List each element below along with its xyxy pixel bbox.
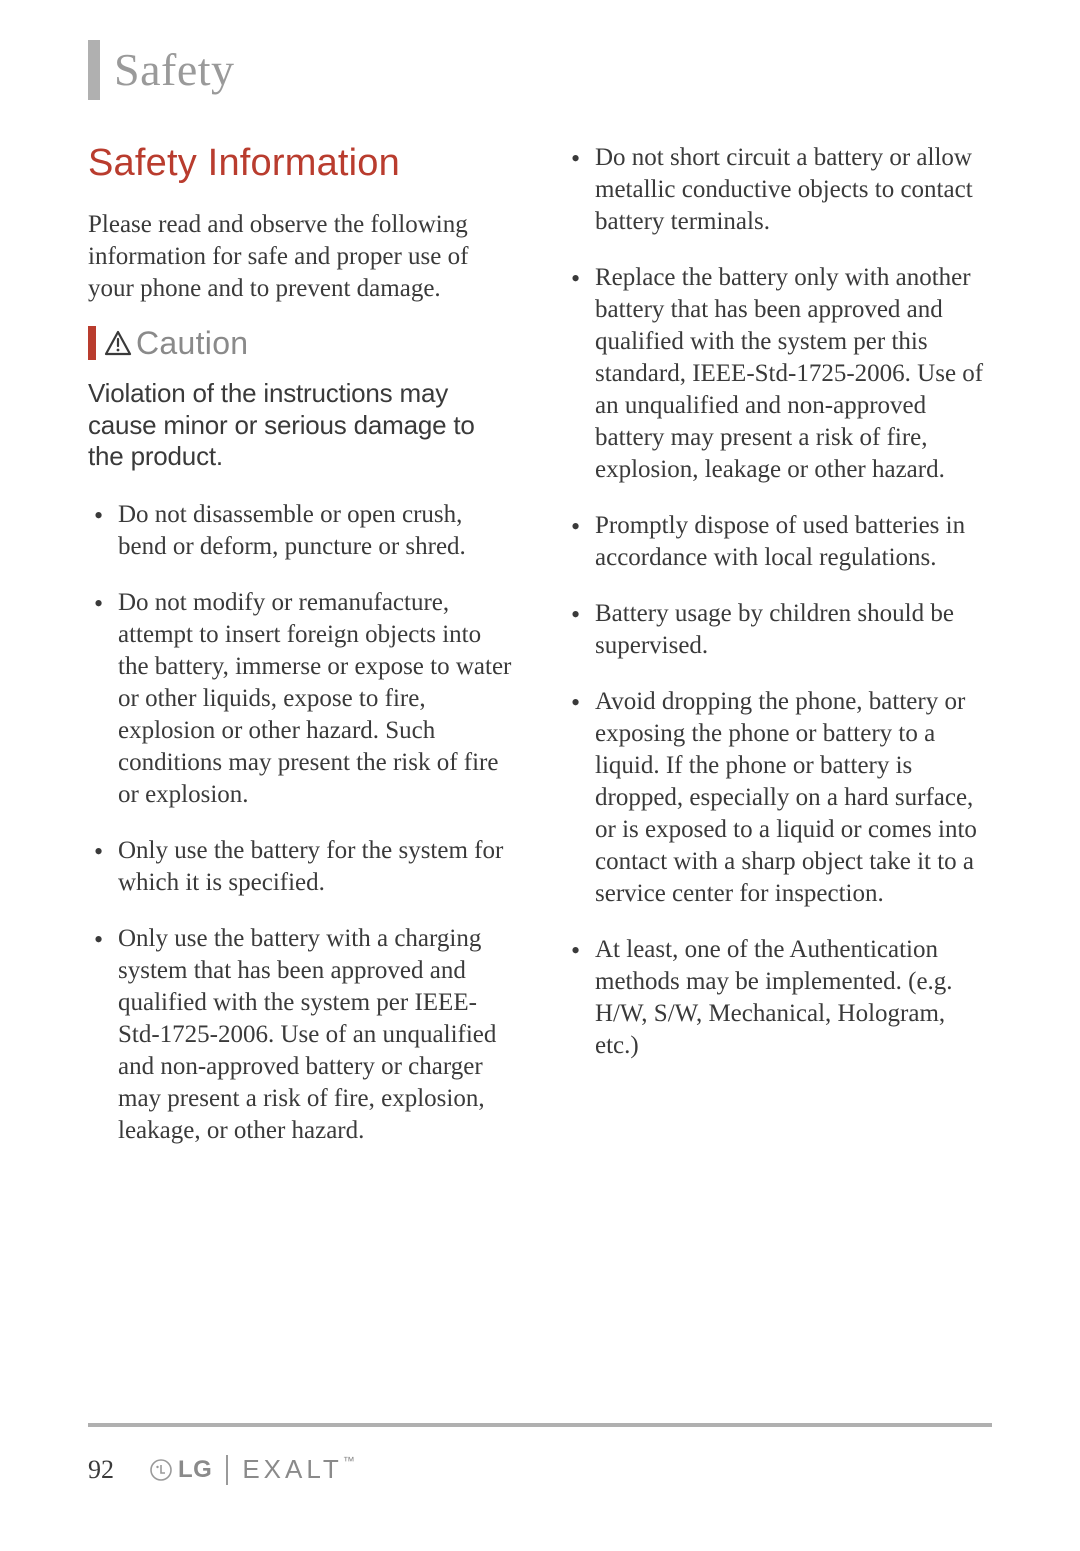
list-item: Promptly dispose of used batteries in ac… (565, 510, 992, 574)
caution-label: Caution (136, 325, 248, 362)
product-name-text: EXALT (242, 1454, 342, 1484)
trademark-symbol: ™ (343, 1454, 355, 1468)
bullet-list-right: Do not short circuit a battery or allow … (565, 142, 992, 1062)
list-item: Do not modify or remanufacture, attempt … (88, 587, 515, 811)
left-column: Safety Information Please read and obser… (88, 142, 515, 1171)
product-name: EXALT™ (242, 1454, 354, 1485)
list-item: Do not short circuit a battery or allow … (565, 142, 992, 238)
brand-logo-block: LG EXALT™ (150, 1454, 355, 1485)
footer-divider-line (88, 1423, 992, 1427)
content-columns: Safety Information Please read and obser… (88, 142, 992, 1171)
logo-divider (226, 1455, 228, 1485)
right-column: Do not short circuit a battery or allow … (565, 142, 992, 1171)
list-item: Only use the battery for the system for … (88, 835, 515, 899)
intro-paragraph: Please read and observe the following in… (88, 209, 515, 305)
header-accent-bar (88, 40, 100, 100)
page-footer: 92 LG EXALT™ (88, 1454, 355, 1485)
caution-text: Violation of the instructions may cause … (88, 378, 515, 473)
section-title: Safety Information (88, 142, 515, 185)
lg-text: LG (178, 1456, 212, 1484)
lg-face-icon (150, 1459, 172, 1481)
list-item: Do not disassemble or open crush, bend o… (88, 499, 515, 563)
caution-heading: Caution (88, 325, 515, 362)
caution-accent-bar (88, 326, 96, 360)
bullet-list-left: Do not disassemble or open crush, bend o… (88, 499, 515, 1147)
list-item: Only use the battery with a charging sys… (88, 923, 515, 1147)
page-header: Safety (88, 40, 992, 100)
page: Safety Safety Information Please read an… (0, 0, 1080, 1171)
page-header-title: Safety (114, 40, 235, 100)
list-item: Avoid dropping the phone, battery or exp… (565, 686, 992, 910)
list-item: Replace the battery only with another ba… (565, 262, 992, 486)
list-item: Battery usage by children should be supe… (565, 598, 992, 662)
lg-logo: LG (150, 1456, 212, 1484)
list-item: At least, one of the Authentication meth… (565, 934, 992, 1062)
warning-triangle-icon (104, 330, 132, 356)
page-number: 92 (88, 1455, 114, 1485)
